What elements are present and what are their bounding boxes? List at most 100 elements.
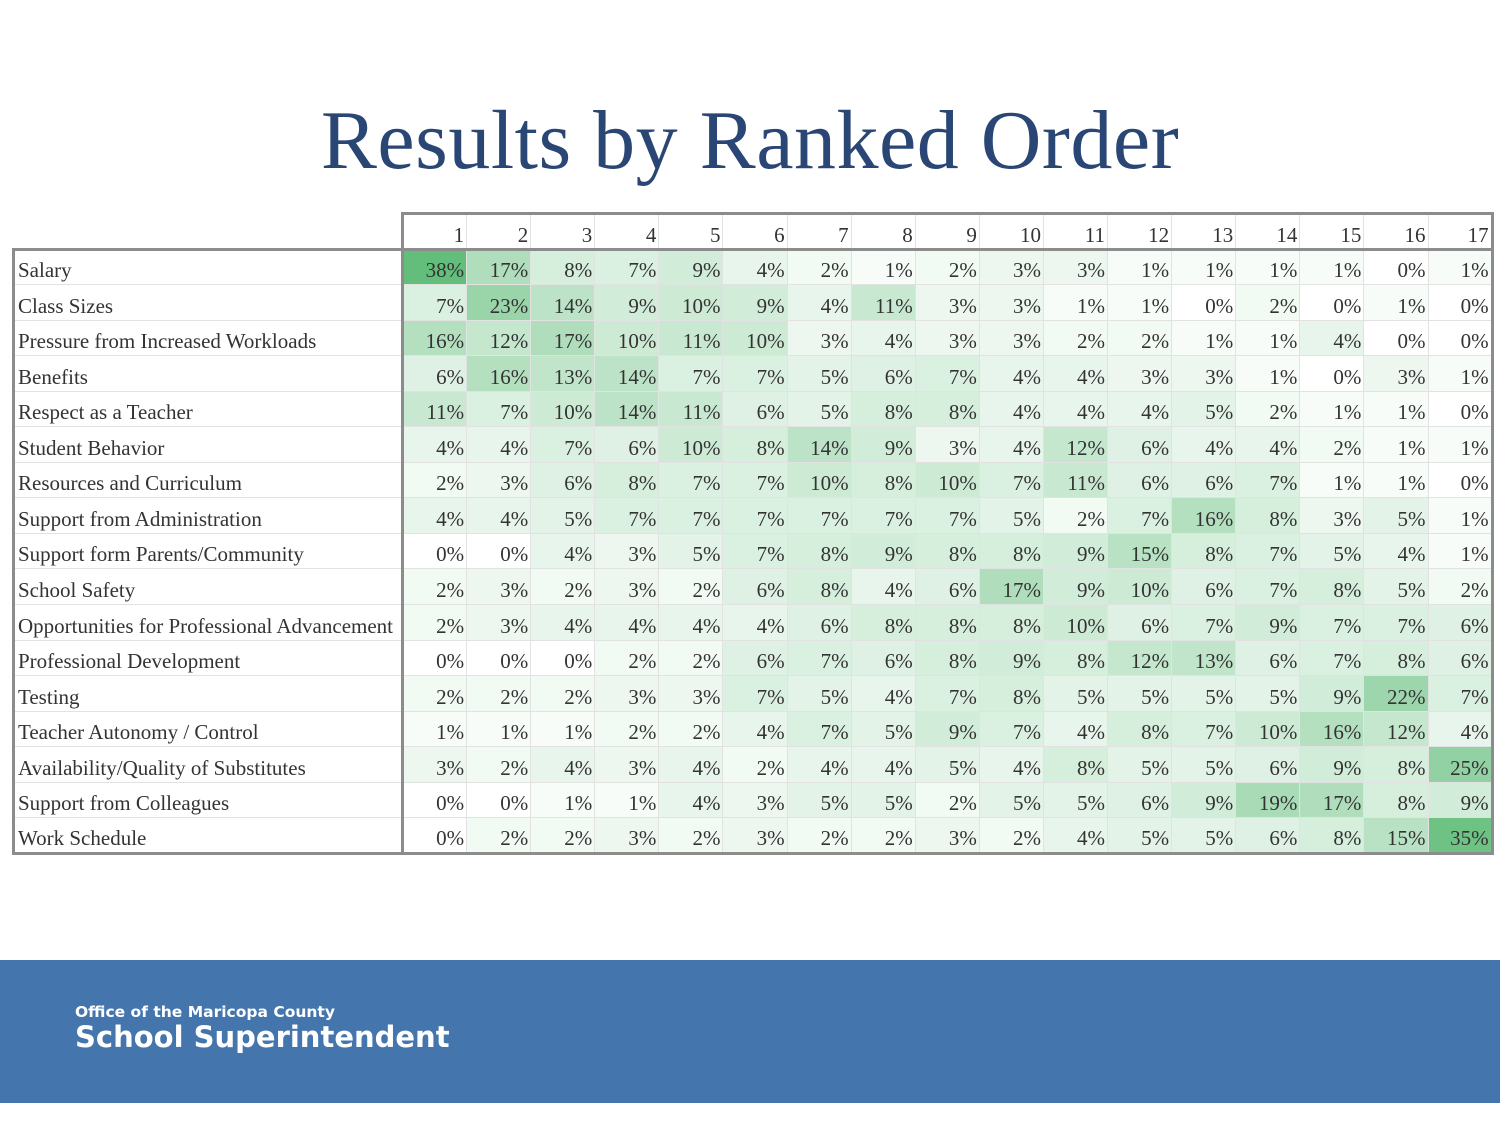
- table-row: Professional Development 0% 0% 0% 2% 2% 6% 7% 6%…: [12, 639, 1494, 677]
- heat-cell: 38%: [400, 248, 468, 286]
- heat-cell: 3%: [978, 319, 1044, 357]
- heat-cell: 6%: [1107, 461, 1173, 499]
- heat-cell: 8%: [1107, 710, 1173, 748]
- rank-header-2: 2: [466, 212, 532, 251]
- heat-cell: 5%: [1171, 390, 1237, 428]
- heat-cell: 9%: [850, 426, 916, 463]
- heat-cell: 5%: [850, 781, 916, 819]
- heat-cell: 8%: [914, 604, 980, 641]
- rank-header-4: 4: [594, 212, 660, 251]
- heat-cell: 8%: [978, 604, 1044, 641]
- heat-cell: 16%: [1299, 710, 1365, 748]
- heat-cell: 16%: [466, 355, 532, 392]
- heat-cell: 11%: [658, 319, 724, 357]
- heat-cell: 7%: [722, 675, 788, 712]
- heat-cell: 4%: [658, 604, 724, 641]
- heat-cell: 10%: [1107, 568, 1173, 606]
- heat-cell: 10%: [722, 319, 788, 357]
- heat-cell: 0%: [530, 639, 596, 677]
- table-row: Availability/Quality of Substitutes 3% 2% 4…: [12, 746, 1494, 783]
- heat-cell: 4%: [466, 497, 532, 534]
- heat-cell: 4%: [850, 568, 916, 606]
- rank-header-6: 6: [722, 212, 788, 251]
- heat-cell: 7%: [722, 355, 788, 392]
- heat-cell: 5%: [914, 746, 980, 783]
- heat-cell: 1%: [1107, 248, 1173, 286]
- heat-cell: 6%: [914, 568, 980, 606]
- heat-cell: 5%: [786, 355, 852, 392]
- heat-cell: 3%: [1042, 248, 1109, 286]
- heat-cell: 2%: [658, 817, 724, 855]
- heat-cell: 11%: [850, 284, 916, 321]
- heat-cell: 6%: [1107, 426, 1173, 463]
- heat-cell: 17%: [1299, 781, 1365, 819]
- heat-cell: 1%: [1427, 355, 1494, 392]
- heat-cell: 5%: [786, 390, 852, 428]
- heat-cell: 7%: [1299, 604, 1365, 641]
- heat-cell: 4%: [850, 746, 916, 783]
- heat-cell: 0%: [1363, 319, 1429, 357]
- heat-cell: 7%: [914, 497, 980, 534]
- heat-cell: 3%: [466, 568, 532, 606]
- rank-header-15: 15: [1299, 212, 1365, 251]
- heat-cell: 2%: [1107, 319, 1173, 357]
- heat-cell: 2%: [594, 710, 660, 748]
- heat-cell: 9%: [978, 639, 1044, 677]
- heat-cell: 2%: [530, 817, 596, 855]
- row-label: Teacher Autonomy / Control: [12, 710, 404, 748]
- heat-cell: 7%: [978, 461, 1044, 499]
- heat-cell: 2%: [1042, 497, 1109, 534]
- heat-cell: 3%: [594, 675, 660, 712]
- heat-cell: 7%: [1363, 604, 1429, 641]
- heat-cell: 9%: [1042, 568, 1109, 606]
- heat-cell: 4%: [850, 319, 916, 357]
- heat-cell: 6%: [1427, 639, 1494, 677]
- heat-cell: 7%: [1427, 675, 1494, 712]
- heat-cell: 8%: [1363, 781, 1429, 819]
- rank-header-7: 7: [786, 212, 852, 251]
- row-label: Class Sizes: [12, 284, 404, 321]
- heat-cell: 1%: [1427, 497, 1494, 534]
- heat-cell: 0%: [400, 817, 468, 855]
- heat-cell: 17%: [978, 568, 1044, 606]
- heat-cell: 2%: [400, 461, 468, 499]
- heat-cell: 2%: [914, 248, 980, 286]
- heat-cell: 7%: [1171, 604, 1237, 641]
- heat-cell: 4%: [658, 746, 724, 783]
- heat-cell: 7%: [914, 675, 980, 712]
- table-row: Support form Parents/Community 0% 0% 4% 3% 5%…: [12, 532, 1494, 570]
- heat-cell: 8%: [914, 532, 980, 570]
- heat-cell: 4%: [1235, 426, 1301, 463]
- heat-cell: 2%: [850, 817, 916, 855]
- heat-cell: 9%: [1171, 781, 1237, 819]
- heat-cell: 1%: [594, 781, 660, 819]
- heat-cell: 7%: [850, 497, 916, 534]
- heat-cell: 1%: [1363, 426, 1429, 463]
- heat-cell: 4%: [1042, 710, 1109, 748]
- heat-cell: 4%: [530, 532, 596, 570]
- heat-cell: 2%: [466, 675, 532, 712]
- heat-cell: 8%: [914, 390, 980, 428]
- heat-cell: 4%: [1427, 710, 1494, 748]
- heat-cell: 2%: [466, 746, 532, 783]
- heat-cell: 3%: [914, 426, 980, 463]
- row-label: Respect as a Teacher: [12, 390, 404, 428]
- heat-cell: 1%: [1107, 284, 1173, 321]
- heat-cell: 4%: [1042, 355, 1109, 392]
- heat-cell: 2%: [594, 639, 660, 677]
- heat-cell: 2%: [722, 746, 788, 783]
- heat-cell: 0%: [1171, 284, 1237, 321]
- heat-cell: 6%: [1235, 817, 1301, 855]
- heat-cell: 6%: [722, 390, 788, 428]
- heat-cell: 7%: [658, 497, 724, 534]
- row-label: Salary: [12, 248, 404, 286]
- heat-cell: 2%: [466, 817, 532, 855]
- heat-cell: 35%: [1427, 817, 1494, 855]
- heat-cell: 6%: [1235, 639, 1301, 677]
- heat-cell: 2%: [978, 817, 1044, 855]
- row-label: Availability/Quality of Substitutes: [12, 746, 404, 783]
- heat-cell: 1%: [530, 781, 596, 819]
- heat-cell: 11%: [400, 390, 468, 428]
- heat-cell: 6%: [722, 568, 788, 606]
- heat-cell: 5%: [978, 497, 1044, 534]
